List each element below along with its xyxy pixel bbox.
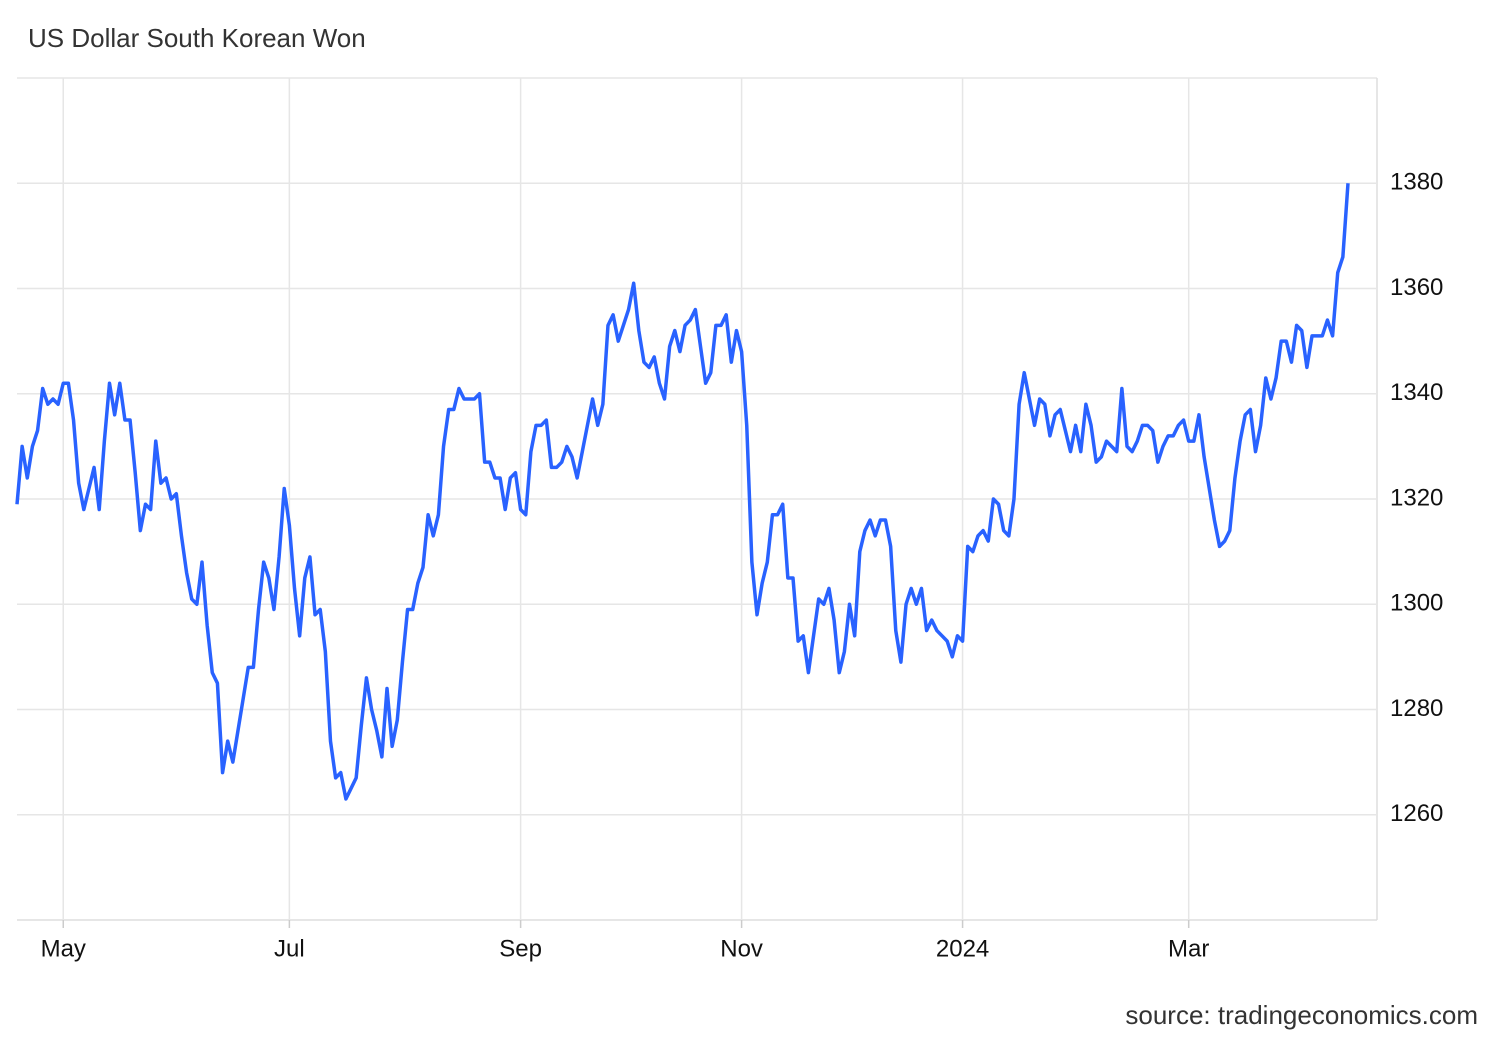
x-tick-label: Mar — [1168, 935, 1209, 962]
y-tick-label: 1300 — [1390, 590, 1443, 617]
y-tick-label: 1380 — [1390, 169, 1443, 196]
x-tick-label: 2024 — [936, 935, 989, 962]
y-tick-label: 1280 — [1390, 695, 1443, 722]
y-tick-label: 1260 — [1390, 800, 1443, 827]
x-tick-label: Jul — [274, 935, 305, 962]
x-tick-label: May — [41, 935, 86, 962]
x-tick-label: Sep — [499, 935, 542, 962]
y-tick-label: 1320 — [1390, 484, 1443, 511]
x-tick-label: Nov — [720, 935, 763, 962]
y-tick-label: 1340 — [1390, 379, 1443, 406]
source-note: source: tradingeconomics.com — [1125, 1000, 1478, 1030]
chart-title: US Dollar South Korean Won — [28, 23, 366, 53]
price-line — [15, 183, 1350, 801]
y-tick-label: 1360 — [1390, 274, 1443, 301]
